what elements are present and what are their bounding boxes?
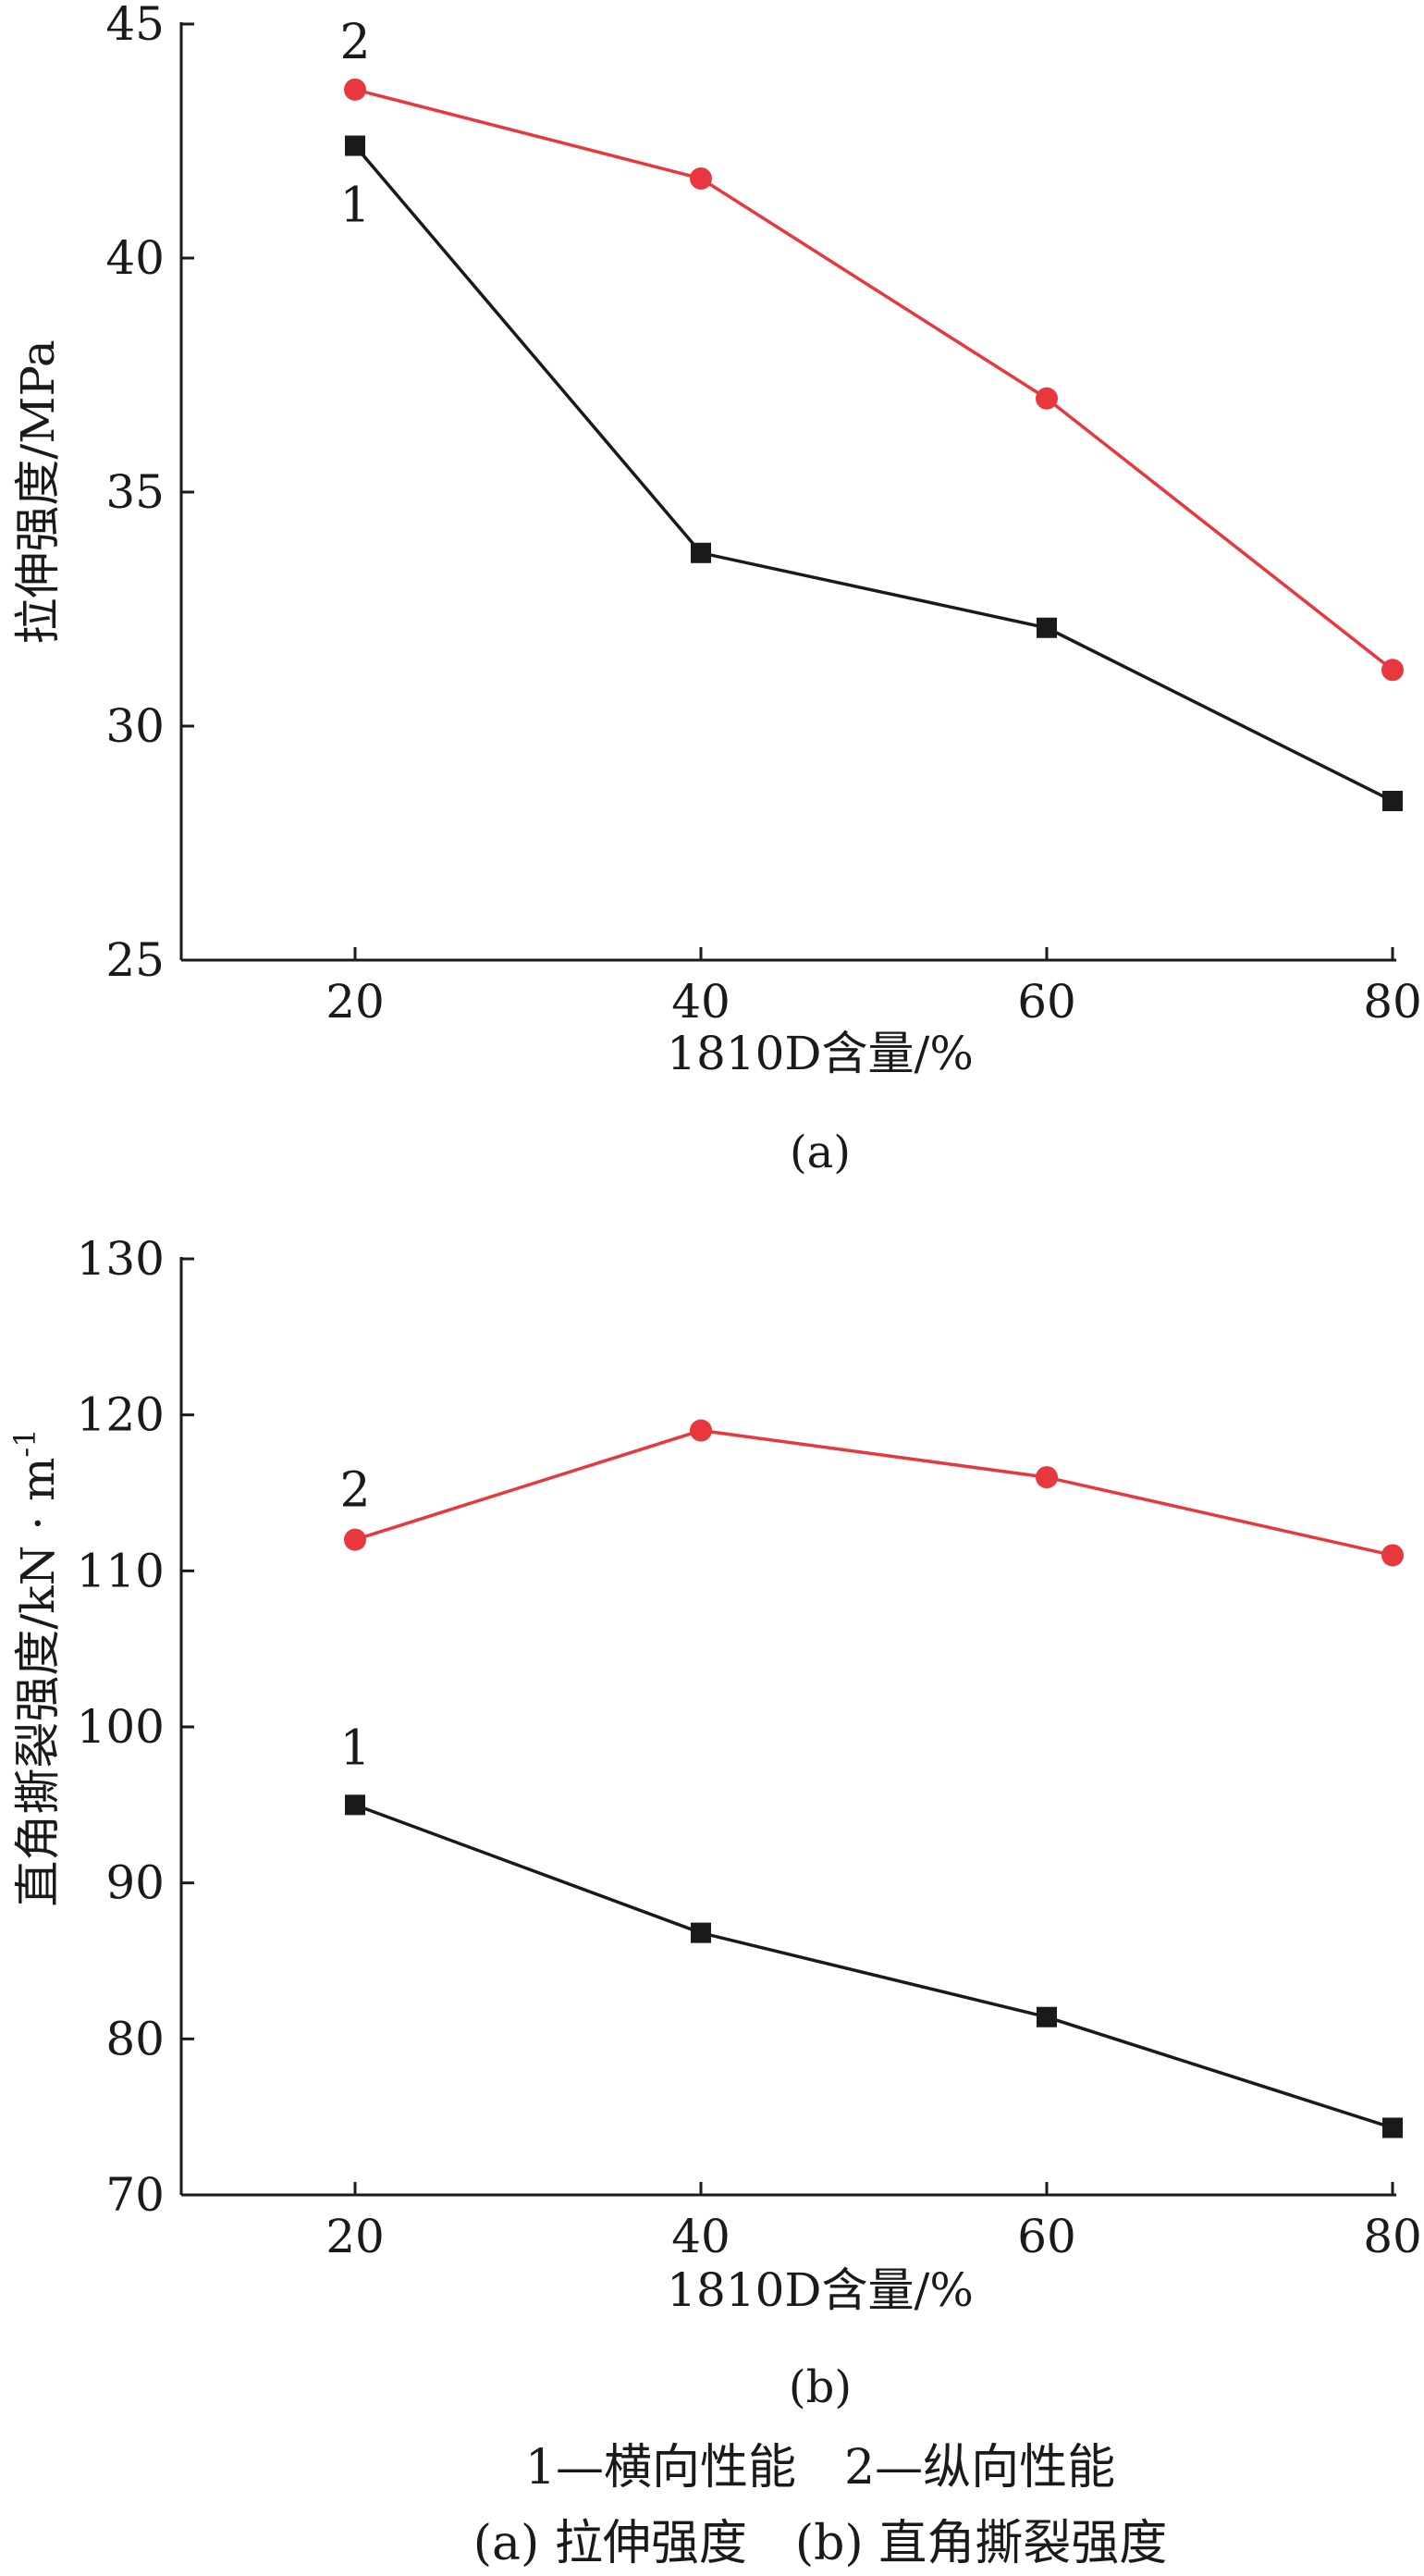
chart-a-ylabel: 拉伸强度/MPa [11, 339, 65, 644]
chart-a-x-tick-label: 40 [671, 975, 730, 1029]
chart-a-x-tick-label: 60 [1017, 975, 1076, 1029]
chart-b-series-1-point [691, 1922, 711, 1943]
chart-panel-b: 直角撕裂强度/kN · m-1 70 80 90 100 110 120 130 20 40 60… [7, 1232, 1422, 2413]
chart-a-y-tick-label: 30 [105, 699, 165, 753]
chart-b-panel-label: (b) [789, 2361, 852, 2413]
chart-b-series-2-point [1381, 1544, 1404, 1567]
chart-a-series-1-point [691, 542, 711, 563]
chart-a-y-tick-label: 25 [105, 933, 165, 987]
chart-a-series-2-point [344, 78, 366, 101]
chart-b-x-tick-label: 60 [1017, 2210, 1076, 2263]
chart-a-x-tick-label: 80 [1363, 975, 1422, 1029]
chart-b-y-tick-label: 130 [77, 1232, 165, 1286]
chart-b-y-tick-label: 80 [105, 2012, 165, 2065]
chart-a-series-2-line [354, 88, 1394, 672]
chart-a-plot-area: 25 30 35 40 45 20 40 60 80 1 2 [105, 0, 1421, 1029]
chart-b-ylabel: 直角撕裂强度/kN · m-1 [7, 1428, 65, 1906]
chart-a-series-1-line [353, 144, 1393, 803]
chart-b-series-1-point [345, 1794, 365, 1816]
chart-b-y-tick-label: 90 [105, 1856, 165, 1910]
figure-caption-legend: 1—横向性能 2—纵向性能 [525, 2440, 1115, 2496]
chart-a-xlabel: 1810D含量/% [667, 1027, 974, 1080]
chart-b-y-tick-label: 110 [77, 1544, 165, 1597]
chart-b-plot-area: 70 80 90 100 110 120 130 20 40 60 80 1 2 [77, 1232, 1422, 2263]
chart-b-x-tick-label: 80 [1363, 2210, 1422, 2263]
chart-b-y-tick-label: 120 [77, 1388, 165, 1442]
chart-b-series-1-line [354, 1803, 1393, 2130]
chart-a-series-2-point [690, 166, 712, 190]
chart-a-y-tick-label: 40 [105, 231, 165, 285]
chart-b-series-1-label: 1 [339, 1720, 370, 1776]
chart-b-series-2-point [690, 1419, 712, 1442]
chart-b-series-2-point [344, 1528, 366, 1551]
chart-b-x-tick-label: 20 [325, 2210, 385, 2263]
chart-b-series-1-point [1037, 2006, 1057, 2028]
chart-b-ylabel-superscript: -1 [7, 1428, 43, 1457]
chart-a-x-tick-label: 20 [325, 975, 385, 1029]
chart-b-y-tick-label: 70 [105, 2168, 165, 2222]
chart-b-ylabel-main: 直角撕裂强度/kN · m [11, 1458, 65, 1907]
chart-b-series-2-label: 2 [339, 1463, 370, 1519]
chart-b-x-tick-label: 40 [671, 2210, 730, 2263]
chart-a-series-2-point [1381, 659, 1404, 682]
chart-a-panel-label: (a) [790, 1127, 851, 1178]
chart-a-y-tick-label: 35 [105, 465, 165, 519]
chart-b-series-2-point [1036, 1466, 1058, 1489]
chart-b-series-2-line [354, 1428, 1393, 1558]
figure-caption-subcaptions: (a) 拉伸强度 (b) 直角撕裂强度 [473, 2516, 1168, 2571]
chart-a-series-2-point [1036, 387, 1058, 410]
chart-a-series-1-point [1382, 790, 1403, 811]
chart-a-series-1-point [345, 135, 365, 156]
chart-a-y-tick-label: 45 [105, 0, 165, 51]
chart-b-y-tick-label: 100 [77, 1700, 165, 1754]
chart-b-series-1-point [1382, 2117, 1403, 2138]
chart-b-xlabel: 1810D含量/% [667, 2263, 974, 2317]
chart-a-series-1-label: 1 [339, 179, 370, 234]
chart-a-series-1-point [1037, 617, 1057, 638]
chart-a-series-2-label: 2 [339, 15, 370, 70]
